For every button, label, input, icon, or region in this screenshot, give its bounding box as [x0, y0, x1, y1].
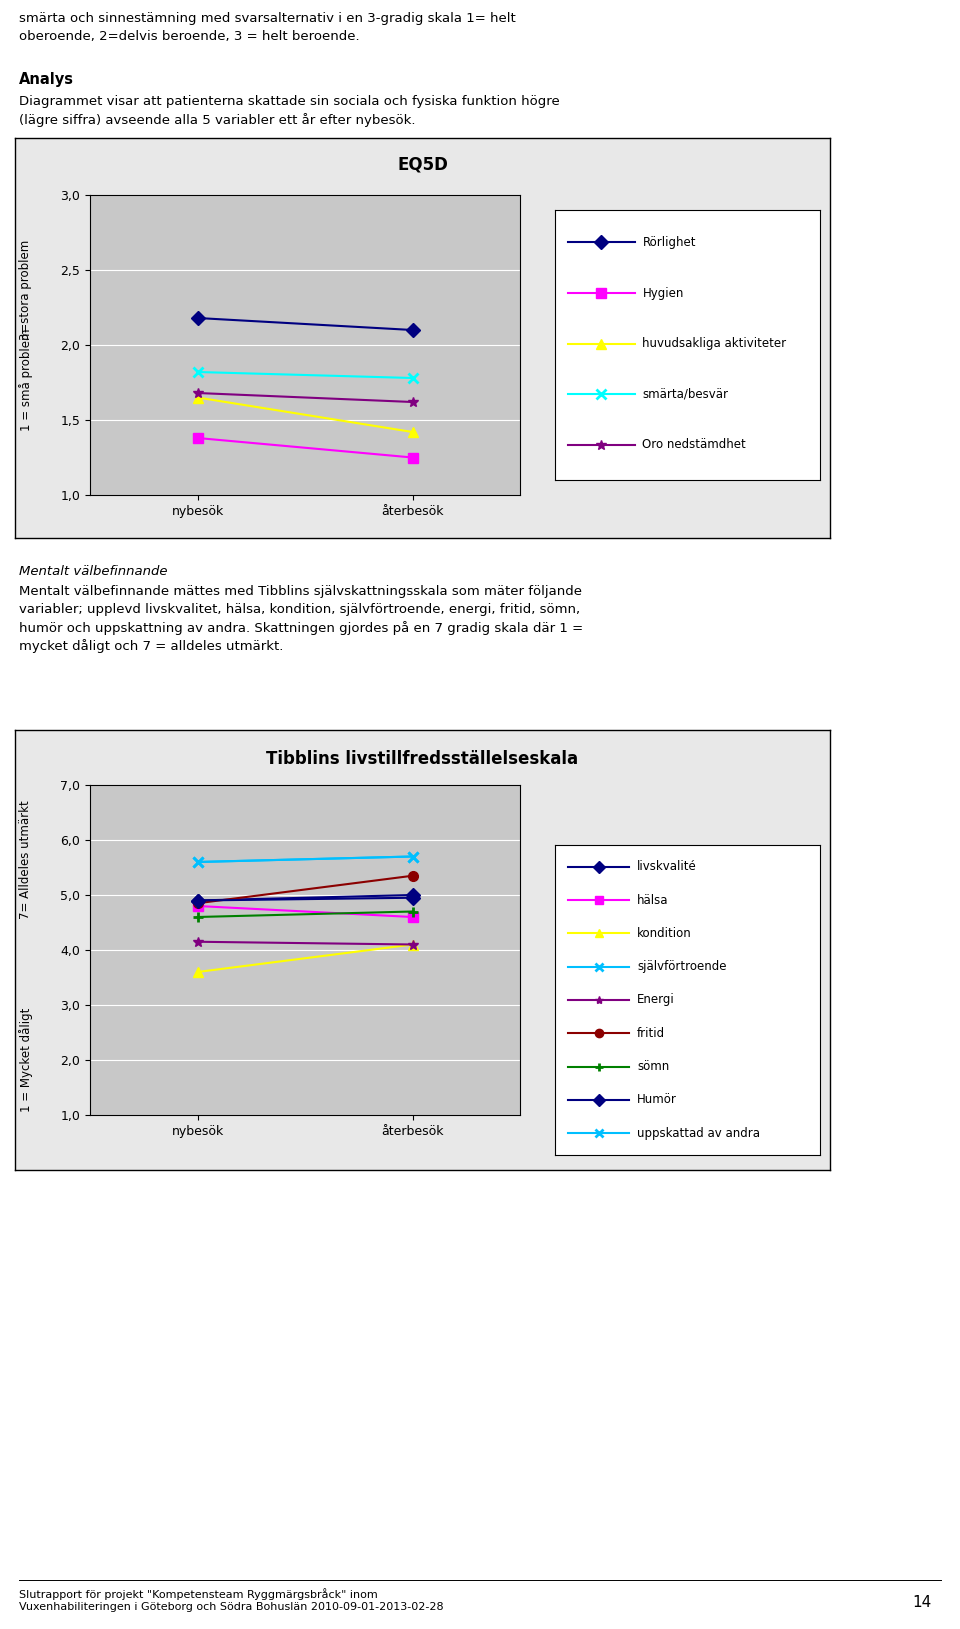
Text: hälsa: hälsa	[637, 894, 669, 906]
Text: Analys: Analys	[19, 72, 74, 86]
Text: (lägre siffra) avseende alla 5 variabler ett år efter nybesök.: (lägre siffra) avseende alla 5 variabler…	[19, 112, 416, 127]
Text: Energi: Energi	[637, 994, 675, 1007]
Text: Mentalt välbefinnande mättes med Tibblins självskattningsskala som mäter följand: Mentalt välbefinnande mättes med Tibblin…	[19, 585, 582, 598]
Text: smärta och sinnestämning med svarsalternativ i en 3-gradig skala 1= helt: smärta och sinnestämning med svarsaltern…	[19, 11, 516, 24]
Text: 1 = små problem: 1 = små problem	[19, 329, 34, 432]
Text: sömn: sömn	[637, 1060, 669, 1074]
Text: fritid: fritid	[637, 1026, 665, 1039]
Text: självförtroende: självförtroende	[637, 959, 727, 973]
Text: uppskattad av andra: uppskattad av andra	[637, 1127, 760, 1140]
Text: humör och uppskattning av andra. Skattningen gjordes på en 7 gradig skala där 1 : humör och uppskattning av andra. Skattni…	[19, 621, 584, 635]
Text: Slutrapport för projekt "Kompetensteam Ryggmärgsbråck" inom: Slutrapport för projekt "Kompetensteam R…	[19, 1588, 378, 1600]
Text: 14: 14	[912, 1595, 931, 1609]
Text: smärta/besvär: smärta/besvär	[642, 388, 729, 401]
Text: kondition: kondition	[637, 927, 692, 940]
Text: Vuxenhabiliteringen i Göteborg och Södra Bohuslän 2010-09-01-2013-02-28: Vuxenhabiliteringen i Göteborg och Södra…	[19, 1601, 444, 1613]
Text: Mentalt välbefinnande: Mentalt välbefinnande	[19, 565, 168, 578]
Text: oberoende, 2=delvis beroende, 3 = helt beroende.: oberoende, 2=delvis beroende, 3 = helt b…	[19, 29, 360, 42]
Text: livskvalité: livskvalité	[637, 860, 697, 873]
Text: Humör: Humör	[637, 1093, 677, 1106]
Text: 3=stora problem: 3=stora problem	[19, 239, 33, 340]
Text: EQ5D: EQ5D	[397, 155, 448, 173]
Text: mycket dåligt och 7 = alldeles utmärkt.: mycket dåligt och 7 = alldeles utmärkt.	[19, 639, 283, 653]
Text: 1 = Mycket dåligt: 1 = Mycket dåligt	[19, 1008, 34, 1113]
Text: Diagrammet visar att patienterna skattade sin sociala och fysiska funktion högre: Diagrammet visar att patienterna skattad…	[19, 94, 560, 108]
Text: Tibblins livstillfredsställelseskala: Tibblins livstillfredsställelseskala	[267, 749, 579, 767]
Text: Hygien: Hygien	[642, 287, 684, 300]
Text: 7= Alldeles utmärkt: 7= Alldeles utmärkt	[19, 800, 33, 919]
Text: Oro nedstämdhet: Oro nedstämdhet	[642, 438, 746, 451]
Text: variabler; upplevd livskvalitet, hälsa, kondition, självförtroende, energi, frit: variabler; upplevd livskvalitet, hälsa, …	[19, 603, 581, 616]
Text: huvudsakliga aktiviteter: huvudsakliga aktiviteter	[642, 337, 786, 350]
Text: Rörlighet: Rörlighet	[642, 236, 696, 249]
